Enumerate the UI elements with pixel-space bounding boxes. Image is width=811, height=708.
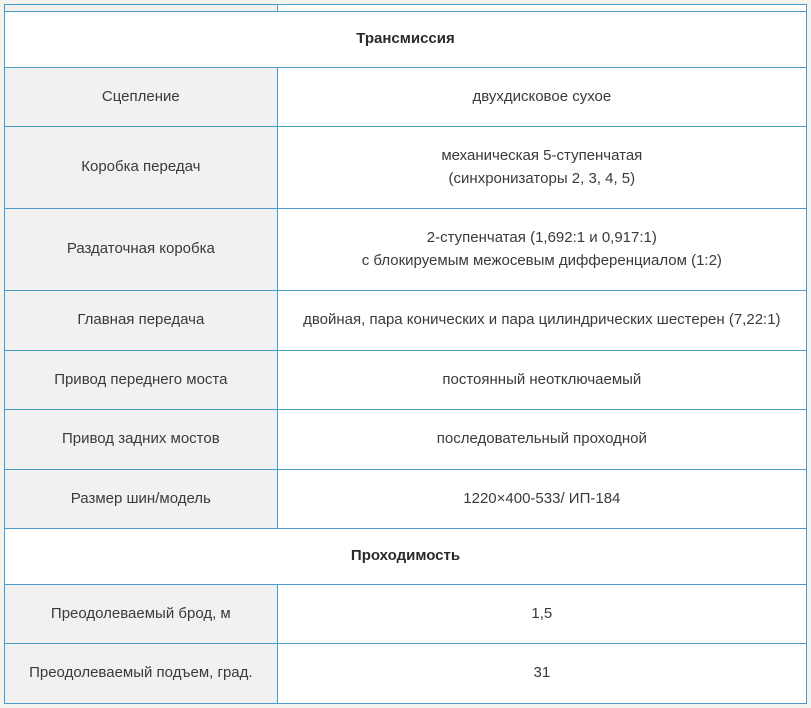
spec-label: Главная передача [5,291,278,351]
section-title: Проходимость [5,529,807,585]
spec-label: Привод переднего моста [5,350,278,410]
section-title: Трансмиссия [5,12,807,68]
spec-label: Преодолеваемый брод, м [5,584,278,644]
table-row: Сцеплениедвухдисковое сухое [5,67,807,127]
top-stub-row [5,5,807,12]
spec-value: 1,5 [277,584,806,644]
spec-label: Привод задних мостов [5,410,278,470]
spec-value: 1220×400-533/ ИП-184 [277,469,806,529]
spec-value: механическая 5-ступенчатая(синхронизатор… [277,127,806,209]
spec-label: Размер шин/модель [5,469,278,529]
spec-value: двухдисковое сухое [277,67,806,127]
stub-cell-right [277,5,806,12]
section-header-row: Проходимость [5,529,807,585]
spec-label: Преодолеваемый подъем, град. [5,644,278,704]
table-row: Главная передачадвойная, пара конических… [5,291,807,351]
stub-cell-left [5,5,278,12]
table-row: Преодолеваемый подъем, град.31 [5,644,807,704]
table-row: Привод переднего мостапостоянный неотклю… [5,350,807,410]
table-row: Раздаточная коробка2-ступенчатая (1,692:… [5,209,807,291]
spec-label: Коробка передач [5,127,278,209]
specs-table: ТрансмиссияСцеплениедвухдисковое сухоеКо… [4,4,807,704]
spec-value: постоянный неотключаемый [277,350,806,410]
table-row: Коробка передачмеханическая 5-ступенчата… [5,127,807,209]
spec-value: 2-ступенчатая (1,692:1 и 0,917:1)с блоки… [277,209,806,291]
table-row: Привод задних мостовпоследовательный про… [5,410,807,470]
spec-value: двойная, пара конических и пара цилиндри… [277,291,806,351]
spec-value: последовательный проходной [277,410,806,470]
spec-label: Сцепление [5,67,278,127]
table-row: Размер шин/модель1220×400-533/ ИП-184 [5,469,807,529]
spec-label: Раздаточная коробка [5,209,278,291]
table-row: Преодолеваемый брод, м1,5 [5,584,807,644]
table-body: ТрансмиссияСцеплениедвухдисковое сухоеКо… [5,5,807,704]
section-header-row: Трансмиссия [5,12,807,68]
spec-value: 31 [277,644,806,704]
